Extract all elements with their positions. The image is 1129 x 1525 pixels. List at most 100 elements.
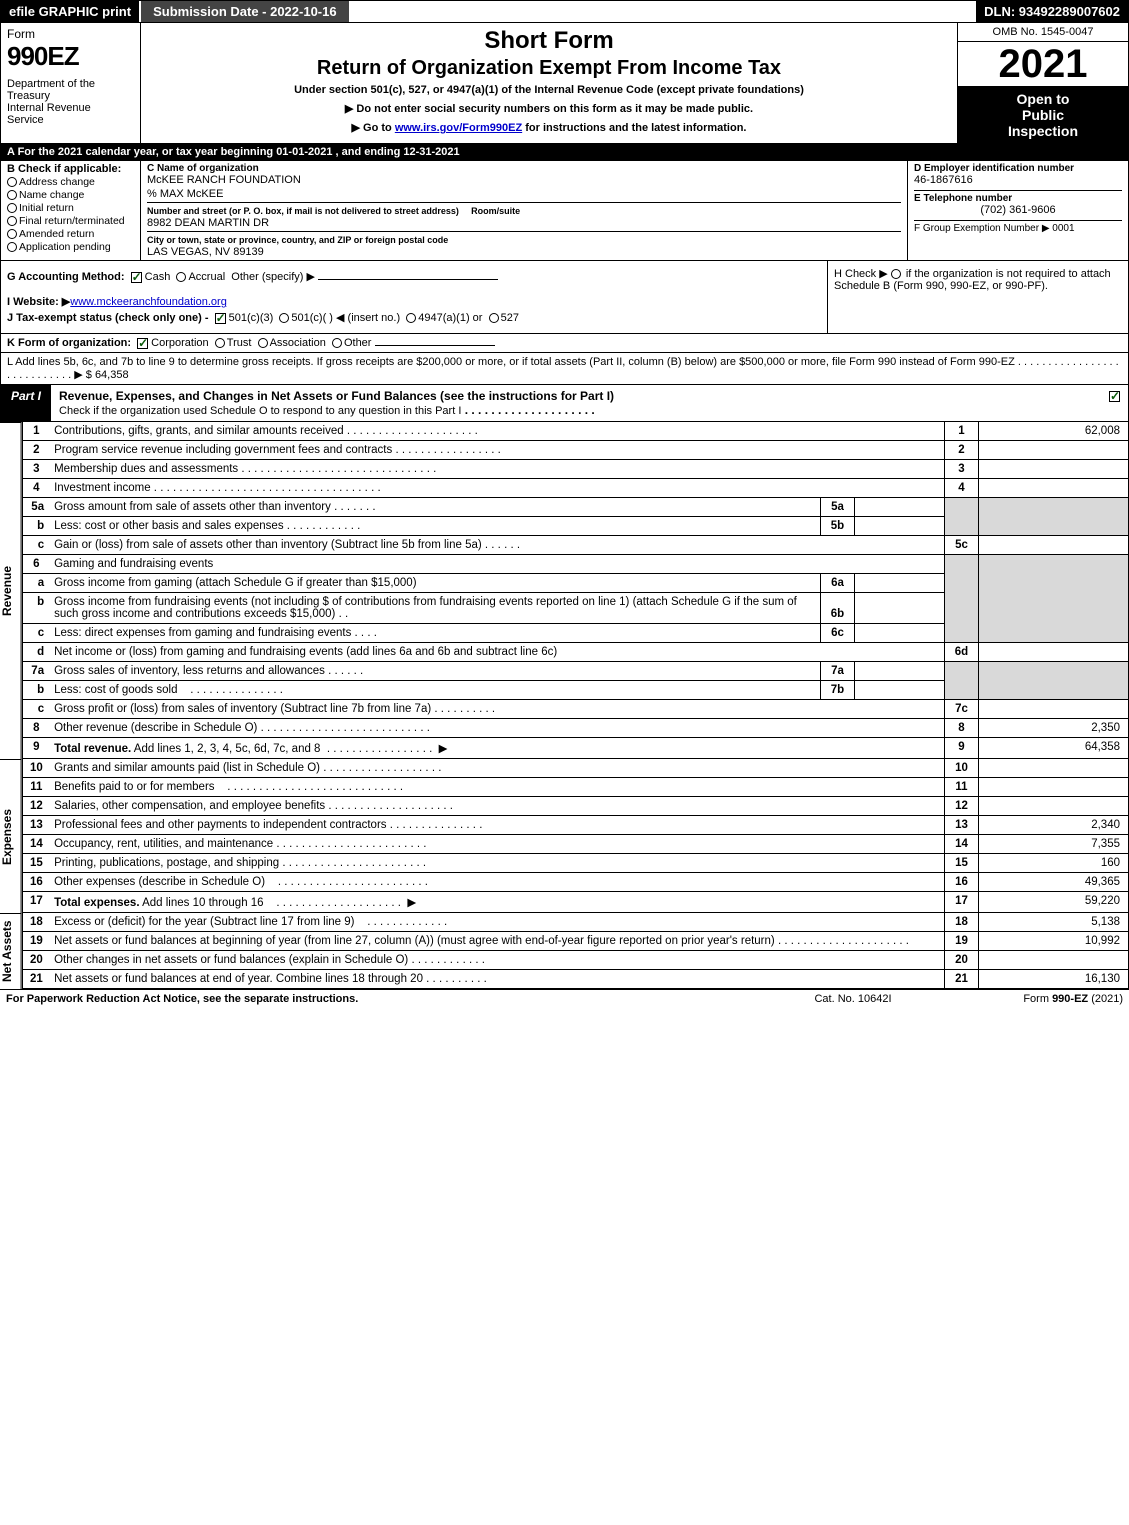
city-label: City or town, state or province, country… [147, 235, 448, 245]
chk-corporation[interactable] [137, 338, 148, 349]
line-17: 17Total expenses. Add lines 10 through 1… [22, 892, 1128, 913]
part1-check[interactable] [1104, 385, 1128, 421]
part1-desc: Revenue, Expenses, and Changes in Net As… [51, 385, 1104, 421]
dln-label: DLN: 93492289007602 [976, 1, 1128, 22]
form-number: 990EZ [7, 41, 134, 72]
section-ghij: G Accounting Method: Cash Accrual Other … [0, 261, 1129, 334]
line-12: 12Salaries, other compensation, and empl… [22, 797, 1128, 816]
chk-trust[interactable] [215, 338, 225, 348]
col-gij: G Accounting Method: Cash Accrual Other … [1, 261, 828, 333]
section-c: C Name of organization McKEE RANCH FOUND… [141, 161, 908, 260]
c-name-label: C Name of organization [147, 163, 901, 174]
chk-4947[interactable] [406, 313, 416, 323]
chk-address-change[interactable]: Address change [7, 176, 134, 188]
phone-value: (702) 361-9606 [914, 204, 1122, 216]
line-16: 16Other expenses (describe in Schedule O… [22, 873, 1128, 892]
topbar: efile GRAPHIC print Submission Date - 20… [0, 0, 1129, 23]
row-a-tax-year: A For the 2021 calendar year, or tax yea… [0, 144, 1129, 161]
city-state-zip: LAS VEGAS, NV 89139 [147, 246, 264, 258]
expenses-table: 10Grants and similar amounts paid (list … [22, 759, 1129, 913]
line-5c: cGain or (loss) from sale of assets othe… [22, 536, 1128, 555]
efile-print-label[interactable]: efile GRAPHIC print [1, 1, 139, 22]
line-15: 15Printing, publications, postage, and s… [22, 854, 1128, 873]
chk-accrual[interactable] [176, 272, 186, 282]
line-10: 10Grants and similar amounts paid (list … [22, 759, 1128, 778]
chk-501c[interactable] [279, 313, 289, 323]
line-11: 11Benefits paid to or for members . . . … [22, 778, 1128, 797]
line-19: 19Net assets or fund balances at beginni… [22, 932, 1128, 951]
line-7a: 7aGross sales of inventory, less returns… [22, 662, 1128, 681]
form-header: Form 990EZ Department of theTreasuryInte… [0, 23, 1129, 144]
line-2: 2Program service revenue including gover… [22, 441, 1128, 460]
chk-association[interactable] [258, 338, 268, 348]
e-phone-label: E Telephone number [914, 193, 1122, 204]
b-header: B Check if applicable: [7, 163, 134, 175]
room-label: Room/suite [471, 206, 520, 216]
chk-cash[interactable] [131, 272, 142, 283]
expenses-side-label: Expenses [0, 759, 22, 913]
subtitle: Under section 501(c), 527, or 4947(a)(1)… [149, 84, 949, 96]
col-cdef: C Name of organization McKEE RANCH FOUND… [141, 161, 1128, 260]
revenue-section: Revenue 1Contributions, gifts, grants, a… [0, 422, 1129, 759]
row-l: L Add lines 5b, 6c, and 7b to line 9 to … [0, 353, 1129, 385]
g-accounting: G Accounting Method: Cash Accrual Other … [7, 270, 821, 283]
chk-initial-return[interactable]: Initial return [7, 202, 134, 214]
line-14: 14Occupancy, rent, utilities, and mainte… [22, 835, 1128, 854]
chk-501c3[interactable] [215, 313, 226, 324]
part1-tab: Part I [1, 385, 51, 421]
instr2-post: for instructions and the latest informat… [522, 122, 746, 134]
website-link[interactable]: www.mckeeranchfoundation.org [70, 296, 227, 308]
catalog-number: Cat. No. 10642I [763, 993, 943, 1005]
header-left: Form 990EZ Department of theTreasuryInte… [1, 23, 141, 143]
chk-name-change[interactable]: Name change [7, 189, 134, 201]
line-6d: dNet income or (loss) from gaming and fu… [22, 643, 1128, 662]
line-13: 13Professional fees and other payments t… [22, 816, 1128, 835]
topbar-spacer [349, 1, 977, 22]
netassets-side-label: Net Assets [0, 913, 22, 989]
revenue-table: 1Contributions, gifts, grants, and simil… [22, 422, 1129, 759]
tax-year: 2021 [958, 42, 1128, 87]
chk-application-pending[interactable]: Application pending [7, 241, 134, 253]
irs-link[interactable]: www.irs.gov/Form990EZ [395, 122, 522, 134]
chk-final-return[interactable]: Final return/terminated [7, 215, 134, 227]
line-8: 8Other revenue (describe in Schedule O) … [22, 719, 1128, 738]
netassets-table: 18Excess or (deficit) for the year (Subt… [22, 913, 1129, 989]
org-name: McKEE RANCH FOUNDATION [147, 174, 901, 186]
row-k: K Form of organization: Corporation Trus… [0, 334, 1129, 353]
paperwork-notice: For Paperwork Reduction Act Notice, see … [6, 993, 763, 1005]
short-form-title: Short Form [149, 27, 949, 55]
open-to-public: Open toPublicInspection [958, 87, 1128, 143]
line-3: 3Membership dues and assessments . . . .… [22, 460, 1128, 479]
instruction-2: ▶ Go to www.irs.gov/Form990EZ for instru… [149, 121, 949, 134]
netassets-section: Net Assets 18Excess or (deficit) for the… [0, 913, 1129, 989]
line-20: 20Other changes in net assets or fund ba… [22, 951, 1128, 970]
i-website: I Website: ▶www.mckeeranchfoundation.org [7, 295, 821, 308]
ein-value: 46-1867616 [914, 174, 1122, 186]
line-21: 21Net assets or fund balances at end of … [22, 970, 1128, 989]
submission-date: Submission Date - 2022-10-16 [139, 1, 349, 22]
chk-amended-return[interactable]: Amended return [7, 228, 134, 240]
form-version: Form 990-EZ (2021) [943, 993, 1123, 1005]
main-title: Return of Organization Exempt From Incom… [149, 57, 949, 80]
chk-other-org[interactable] [332, 338, 342, 348]
instr2-pre: ▶ Go to [352, 122, 395, 134]
section-def: D Employer identification number 46-1867… [908, 161, 1128, 260]
chk-527[interactable] [489, 313, 499, 323]
expenses-section: Expenses 10Grants and similar amounts pa… [0, 759, 1129, 913]
chk-schedule-b[interactable] [891, 269, 901, 279]
form-word: Form [7, 27, 134, 41]
line-5a: 5aGross amount from sale of assets other… [22, 498, 1128, 517]
line-18: 18Excess or (deficit) for the year (Subt… [22, 913, 1128, 932]
section-b: B Check if applicable: Address change Na… [1, 161, 141, 260]
line-4: 4Investment income . . . . . . . . . . .… [22, 479, 1128, 498]
line-7c: cGross profit or (loss) from sales of in… [22, 700, 1128, 719]
line-1: 1Contributions, gifts, grants, and simil… [22, 422, 1128, 441]
line-6: 6Gaming and fundraising events [22, 555, 1128, 574]
part1-header: Part I Revenue, Expenses, and Changes in… [0, 385, 1129, 422]
header-center: Short Form Return of Organization Exempt… [141, 23, 958, 143]
header-right: OMB No. 1545-0047 2021 Open toPublicInsp… [958, 23, 1128, 143]
revenue-side-label: Revenue [0, 422, 22, 759]
care-of: % MAX McKEE [147, 188, 901, 200]
street-address: 8982 DEAN MARTIN DR [147, 217, 269, 229]
section-h: H Check ▶ if the organization is not req… [828, 261, 1128, 333]
